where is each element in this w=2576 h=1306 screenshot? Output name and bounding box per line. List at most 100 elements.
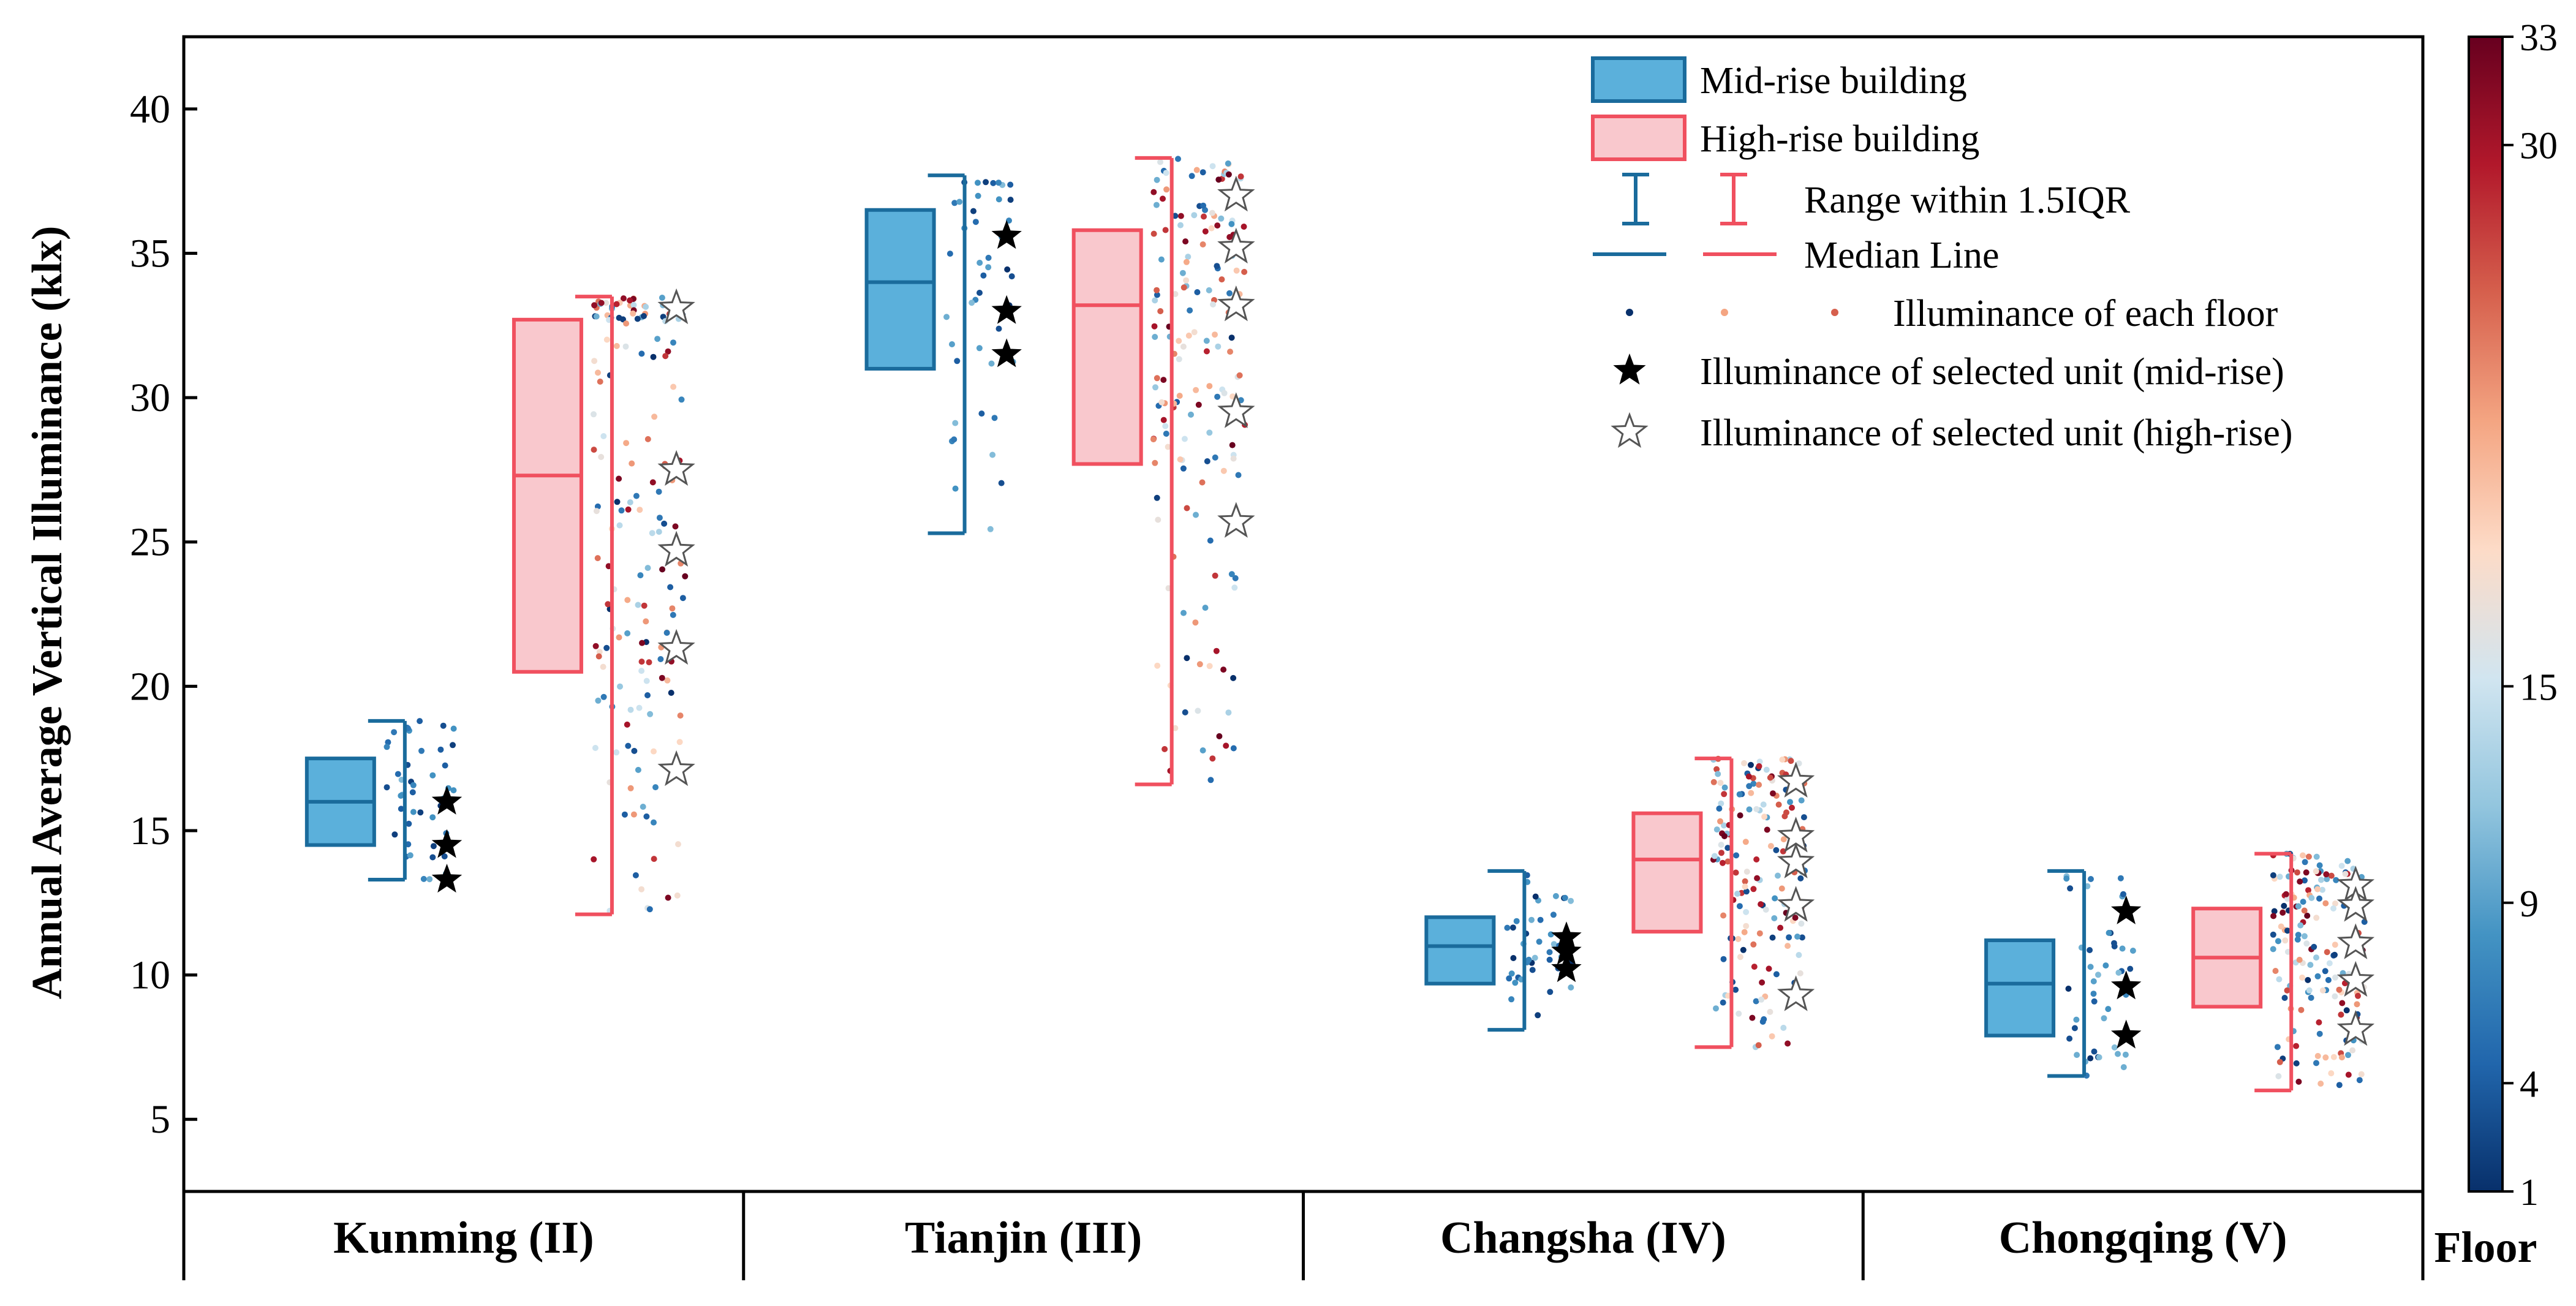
- floor-point: [661, 520, 668, 527]
- floor-point: [976, 345, 983, 352]
- floor-point: [1800, 814, 1807, 821]
- selected-unit-star-highrise: [1217, 285, 1255, 322]
- floor-point: [2120, 1064, 2127, 1071]
- floor-point: [636, 507, 643, 513]
- floor-point: [2067, 885, 2074, 892]
- floor-point: [629, 460, 635, 467]
- floor-point: [1771, 915, 1778, 921]
- floor-point: [674, 892, 681, 899]
- floor-point: [1185, 254, 1192, 260]
- floor-point: [2323, 871, 2330, 878]
- floor-point: [1718, 850, 1724, 856]
- floor-point: [1711, 853, 1718, 859]
- floor-point: [450, 725, 457, 732]
- floor-point: [2313, 1060, 2319, 1066]
- floor-point: [980, 272, 987, 279]
- floor-point: [440, 722, 447, 729]
- floor-point: [995, 179, 1002, 186]
- floor-point: [1160, 195, 1166, 202]
- floor-point: [383, 784, 390, 791]
- floor-point: [410, 809, 417, 815]
- floor-point: [613, 342, 620, 349]
- floor-point: [2332, 951, 2338, 958]
- floor-point: [2284, 987, 2291, 994]
- floor-point: [1177, 213, 1184, 219]
- floor-point: [2333, 877, 2340, 883]
- floor-point: [598, 454, 605, 460]
- floor-point: [1191, 212, 1198, 219]
- floor-point: [1787, 799, 1793, 806]
- floor-point: [429, 772, 436, 779]
- floor-point: [1766, 965, 1772, 972]
- selected-unit-star-highrise: [1777, 761, 1815, 798]
- floor-point: [2270, 931, 2276, 938]
- selected-unit-star-midrise: [2111, 970, 2142, 1000]
- floor-point: [630, 310, 636, 317]
- floor-point: [990, 179, 997, 186]
- floor-point: [1504, 924, 1511, 931]
- floor-point: [1150, 436, 1157, 443]
- floor-point: [1740, 946, 1747, 953]
- floor-point: [1737, 812, 1743, 819]
- floor-point: [1215, 176, 1222, 183]
- floor-point: [1210, 301, 1216, 308]
- floor-point: [2316, 895, 2322, 902]
- floor-point: [1212, 572, 1218, 579]
- floor-point: [652, 784, 659, 791]
- floor-point: [1216, 733, 1223, 739]
- floor-point: [2270, 913, 2277, 919]
- floor-point: [391, 729, 398, 736]
- floor-point: [1209, 163, 1216, 170]
- floor-point: [633, 493, 640, 499]
- floor-point: [1193, 387, 1199, 393]
- floor-point: [1798, 920, 1805, 927]
- floor-point: [1742, 878, 1748, 885]
- floor-point: [1203, 338, 1210, 344]
- floor-point: [1214, 393, 1221, 400]
- floor-point: [1204, 458, 1211, 464]
- floor-point: [638, 350, 645, 357]
- floor-point: [2313, 868, 2319, 875]
- floor-point: [410, 782, 417, 788]
- floor-point: [1225, 171, 1232, 178]
- floor-point: [2091, 998, 2098, 1005]
- floor-point: [663, 630, 670, 636]
- floor-point: [2111, 1044, 2118, 1051]
- floor-point: [1546, 956, 1553, 963]
- floor-point: [2324, 949, 2330, 956]
- floor-point: [644, 436, 651, 442]
- floor-point: [670, 383, 677, 390]
- floor-point: [2091, 1048, 2098, 1055]
- box-iqr: [1631, 811, 1703, 934]
- floor-point: [1157, 159, 1163, 165]
- floor-point: [2281, 902, 2287, 909]
- floor-point: [1228, 334, 1235, 341]
- floor-point: [1228, 571, 1235, 578]
- floor-point: [1225, 709, 1232, 716]
- floor-point: [637, 572, 644, 579]
- floor-point: [2339, 1000, 2346, 1006]
- floor-point: [426, 876, 433, 883]
- floor-point: [1788, 758, 1794, 764]
- floor-point: [649, 530, 655, 537]
- y-tick-label: 5: [150, 1097, 170, 1142]
- floor-point: [1176, 393, 1183, 399]
- floor-point: [1195, 401, 1202, 408]
- floor-point: [2102, 962, 2109, 969]
- floor-point: [651, 748, 657, 755]
- floor-point: [1773, 971, 1780, 978]
- floor-point: [954, 358, 961, 364]
- floor-point: [625, 506, 632, 513]
- y-tick-label: 10: [130, 953, 170, 998]
- floor-point: [1799, 934, 1805, 941]
- floor-point: [2281, 995, 2288, 1001]
- legend: Mid-rise building High-rise building Range…: [1591, 56, 2293, 454]
- floor-point: [1158, 256, 1165, 263]
- floor-point: [2313, 954, 2319, 961]
- selected-unit-star-highrise: [657, 750, 695, 787]
- floor-point: [672, 523, 679, 530]
- floor-point: [1214, 222, 1221, 229]
- floor-point: [2301, 907, 2308, 914]
- floor-point: [1568, 984, 1574, 991]
- x-tick-label: Tianjin (III): [905, 1213, 1142, 1263]
